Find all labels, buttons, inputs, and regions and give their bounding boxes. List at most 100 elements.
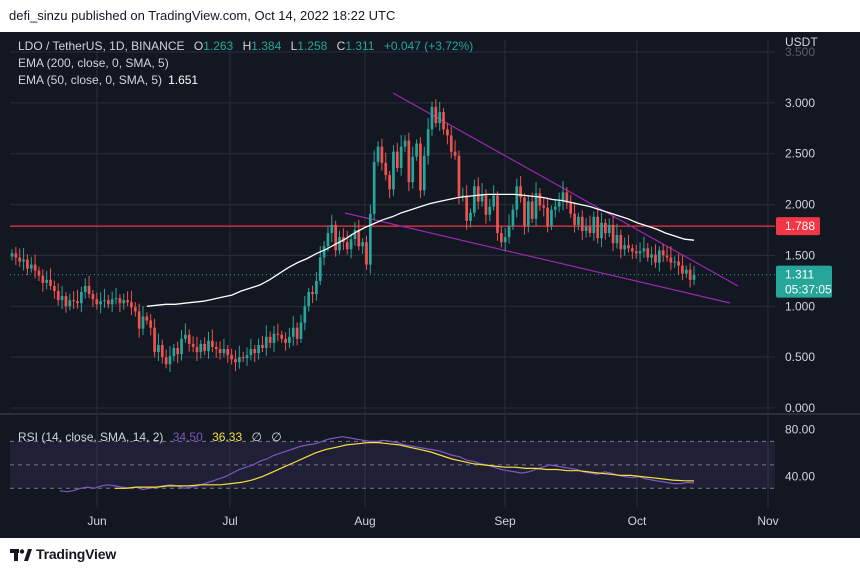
price-tick-label: 2.500 xyxy=(785,147,815,161)
candle-body xyxy=(627,245,630,249)
rsi-label[interactable]: RSI (14, close, SMA, 14, 2) xyxy=(18,430,164,444)
candle-body xyxy=(449,135,453,152)
candle-body xyxy=(345,242,349,250)
countdown-label: 05:37:05 xyxy=(785,283,832,297)
candle-body xyxy=(261,344,264,348)
candle-body xyxy=(349,239,353,250)
high-label: H xyxy=(242,39,252,53)
ema200-label[interactable]: EMA (200, close, 0, SMA, 5) xyxy=(18,56,169,70)
candle-body xyxy=(480,194,484,202)
candle-body xyxy=(130,302,133,308)
candle-body xyxy=(211,340,214,347)
chart-frame[interactable]: USDT 3.500 3.000 2.500 2.000 1.500 1.000 0.500 0… xyxy=(0,32,860,538)
candle-body xyxy=(249,349,253,356)
candle-body xyxy=(37,270,41,276)
candle-body xyxy=(565,192,569,203)
tradingview-logo-icon[interactable] xyxy=(10,548,32,561)
candle-body xyxy=(661,250,665,256)
low-value: 1.258 xyxy=(297,39,328,53)
candle-body xyxy=(596,216,600,239)
candle-body xyxy=(507,225,511,238)
candle-body xyxy=(573,213,576,225)
candle-body xyxy=(473,186,476,213)
candle-body xyxy=(438,112,442,124)
candle-body xyxy=(60,296,64,301)
candle-body xyxy=(665,255,669,258)
candle-body xyxy=(80,292,83,304)
candle-body xyxy=(45,279,49,283)
candle-body xyxy=(103,300,106,302)
candle-body xyxy=(526,201,530,226)
price-tick-label: 1.000 xyxy=(785,299,815,313)
candle-body xyxy=(615,235,619,244)
candle-body xyxy=(110,299,114,305)
candle-body xyxy=(557,201,561,207)
candle-body xyxy=(380,146,384,163)
candle-body xyxy=(214,346,218,350)
candle-body xyxy=(553,206,557,210)
candle-body xyxy=(291,327,295,337)
time-tick-label: Jul xyxy=(222,514,237,528)
candle-body xyxy=(569,202,573,214)
candle-body xyxy=(542,205,546,208)
rsi-legend: RSI (14, close, SMA, 14, 2) 34.50 36.33 … xyxy=(18,430,282,444)
candle-body xyxy=(276,333,280,335)
candle-body xyxy=(673,261,677,263)
trend-lines xyxy=(10,92,775,304)
high-value: 1.384 xyxy=(251,39,282,53)
candles xyxy=(10,99,696,372)
candle-body xyxy=(253,349,257,354)
candle-body xyxy=(33,264,37,271)
price-tick-label: 0.000 xyxy=(785,401,815,415)
candle-body xyxy=(126,300,129,303)
candle-body xyxy=(368,213,372,265)
open-label: O xyxy=(193,39,204,53)
candle-body xyxy=(195,346,199,353)
candle-body xyxy=(461,195,465,197)
symbol-row: LDO / TetherUS, 1D, BINANCE O1.263 H1.38… xyxy=(18,38,473,55)
candle-body xyxy=(307,292,311,307)
ema50-label[interactable]: EMA (50, close, 0, SMA, 5) xyxy=(18,73,163,87)
candle-body xyxy=(422,155,426,191)
footer-brand[interactable]: TradingView xyxy=(36,545,117,562)
candle-body xyxy=(550,209,553,226)
candle-body xyxy=(68,300,72,307)
grid-lines xyxy=(0,40,860,508)
symbol-label: LDO / TetherUS, 1D, BINANCE xyxy=(18,39,185,53)
candle-body xyxy=(164,357,168,365)
candle-body xyxy=(91,294,95,300)
candle-body xyxy=(681,265,684,274)
candle-body xyxy=(353,230,357,240)
candle-body xyxy=(18,257,22,262)
candle-body xyxy=(503,237,507,243)
candle-body xyxy=(157,344,160,353)
time-tick-label: Sep xyxy=(494,514,516,528)
candle-body xyxy=(372,161,376,214)
time-tick-label: Oct xyxy=(628,514,647,528)
candle-body xyxy=(122,300,126,304)
candle-body xyxy=(499,233,503,243)
candle-body xyxy=(684,269,688,274)
candle-body xyxy=(523,197,526,226)
resistance-price-label: 1.788 xyxy=(785,219,815,233)
candle-body xyxy=(153,327,156,353)
candle-body xyxy=(519,186,522,198)
resistance-price-tag xyxy=(776,217,820,236)
candle-body xyxy=(268,336,272,343)
candle-body xyxy=(141,316,145,329)
candle-body xyxy=(237,357,241,363)
candle-body xyxy=(407,140,411,183)
candle-body xyxy=(657,250,661,263)
candle-body xyxy=(176,347,180,355)
rsi-band xyxy=(10,440,775,489)
candle-body xyxy=(137,311,141,329)
current-price-tag xyxy=(776,265,832,298)
low-label: L xyxy=(290,39,298,53)
candle-body xyxy=(99,301,102,305)
lower-trend-line xyxy=(344,212,731,304)
candle-body xyxy=(145,316,149,321)
rsi-band-fill xyxy=(10,441,775,489)
chart-legend: LDO / TetherUS, 1D, BINANCE O1.263 H1.38… xyxy=(18,38,473,89)
